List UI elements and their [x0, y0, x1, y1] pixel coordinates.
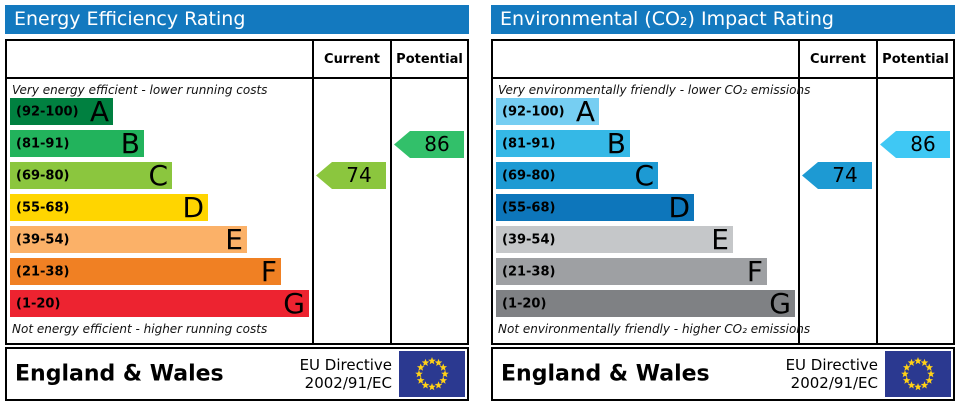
arrow-shape	[316, 162, 386, 189]
band-letter: C	[148, 158, 168, 192]
potential-rating-arrow: 86	[880, 131, 950, 158]
band-range: (92-100)	[502, 104, 565, 119]
band-letter: A	[89, 94, 109, 128]
band-c: (69-80) C	[10, 158, 172, 192]
band-letter: F	[746, 254, 763, 288]
band-range: (1-20)	[502, 296, 547, 311]
band-a: (92-100) A	[10, 94, 113, 128]
potential-rating-value: 86	[424, 132, 449, 156]
band-range: (81-91)	[502, 136, 556, 151]
arrow-shape	[394, 131, 464, 158]
band-range: (39-54)	[502, 232, 556, 247]
current-rating-arrow: 74	[802, 162, 872, 189]
band-b: (81-91) B	[496, 126, 630, 160]
band-range: (1-20)	[16, 296, 61, 311]
eu-directive-line1: EU Directive	[785, 356, 878, 374]
band-range: (69-80)	[502, 168, 556, 183]
band-range: (55-68)	[16, 200, 70, 215]
potential-rating-arrow: 86	[394, 131, 464, 158]
column-divider	[390, 41, 392, 343]
co2-panel-title: Environmental (CO₂) Impact Rating	[491, 5, 955, 34]
band-e: (39-54) E	[496, 222, 733, 256]
eu-flag-icon	[399, 351, 465, 397]
eu-directive-label: EU Directive 2002/91/EC	[300, 356, 392, 392]
header-divider	[7, 77, 467, 79]
band-letter: A	[575, 94, 595, 128]
potential-column-header: Potential	[882, 52, 949, 67]
band-range: (81-91)	[16, 136, 70, 151]
current-rating-arrow: 74	[316, 162, 386, 189]
current-rating-value: 74	[346, 163, 371, 187]
column-divider	[798, 41, 800, 343]
eu-directive-line2: 2002/91/EC	[790, 374, 878, 392]
co2-impact-panel: Environmental (CO₂) Impact Rating Curren…	[491, 5, 955, 401]
potential-column-header: Potential	[396, 52, 463, 67]
co2-chart-box: Current Potential Very environmentally f…	[491, 39, 955, 345]
energy-chart-box: Current Potential Very energy efficient …	[5, 39, 469, 345]
band-letter: G	[769, 286, 791, 320]
co2-panel-footer: England & Wales EU Directive 2002/91/EC	[491, 347, 955, 401]
bottom-note: Not energy efficient - higher running co…	[12, 322, 268, 336]
eu-directive-line2: 2002/91/EC	[304, 374, 392, 392]
band-f: (21-38) F	[10, 254, 281, 288]
current-column-header: Current	[324, 52, 380, 67]
header-divider	[493, 77, 953, 79]
band-letter: D	[182, 190, 204, 224]
arrow-shape	[802, 162, 872, 189]
bottom-note: Not environmentally friendly - higher CO…	[498, 322, 811, 336]
eu-flag-icon	[885, 351, 951, 397]
band-letter: F	[260, 254, 277, 288]
band-letter: B	[606, 126, 626, 160]
energy-panel-footer: England & Wales EU Directive 2002/91/EC	[5, 347, 469, 401]
band-g: (1-20) G	[496, 286, 795, 320]
arrow-shape	[880, 131, 950, 158]
region-label: England & Wales	[501, 361, 710, 387]
potential-rating-value: 86	[910, 132, 935, 156]
band-f: (21-38) F	[496, 254, 767, 288]
band-letter: C	[634, 158, 654, 192]
band-range: (69-80)	[16, 168, 70, 183]
band-range: (21-38)	[502, 264, 556, 279]
column-divider	[312, 41, 314, 343]
band-letter: E	[225, 222, 243, 256]
band-letter: E	[711, 222, 729, 256]
band-range: (92-100)	[16, 104, 79, 119]
band-d: (55-68) D	[10, 190, 208, 224]
eu-directive-line1: EU Directive	[299, 356, 392, 374]
band-e: (39-54) E	[10, 222, 247, 256]
band-range: (21-38)	[16, 264, 70, 279]
current-column-header: Current	[810, 52, 866, 67]
current-rating-value: 74	[832, 163, 857, 187]
band-range: (55-68)	[502, 200, 556, 215]
eu-directive-label: EU Directive 2002/91/EC	[786, 356, 878, 392]
band-c: (69-80) C	[496, 158, 658, 192]
band-a: (92-100) A	[496, 94, 599, 128]
top-note: Very environmentally friendly - lower CO…	[498, 83, 811, 97]
energy-panel-title: Energy Efficiency Rating	[5, 5, 469, 34]
band-d: (55-68) D	[496, 190, 694, 224]
band-b: (81-91) B	[10, 126, 144, 160]
band-letter: G	[283, 286, 305, 320]
band-range: (39-54)	[16, 232, 70, 247]
region-label: England & Wales	[15, 361, 224, 387]
column-divider	[876, 41, 878, 343]
energy-efficiency-panel: Energy Efficiency Rating Current Potenti…	[5, 5, 469, 401]
band-letter: B	[120, 126, 140, 160]
band-letter: D	[668, 190, 690, 224]
top-note: Very energy efficient - lower running co…	[12, 83, 268, 97]
band-g: (1-20) G	[10, 286, 309, 320]
